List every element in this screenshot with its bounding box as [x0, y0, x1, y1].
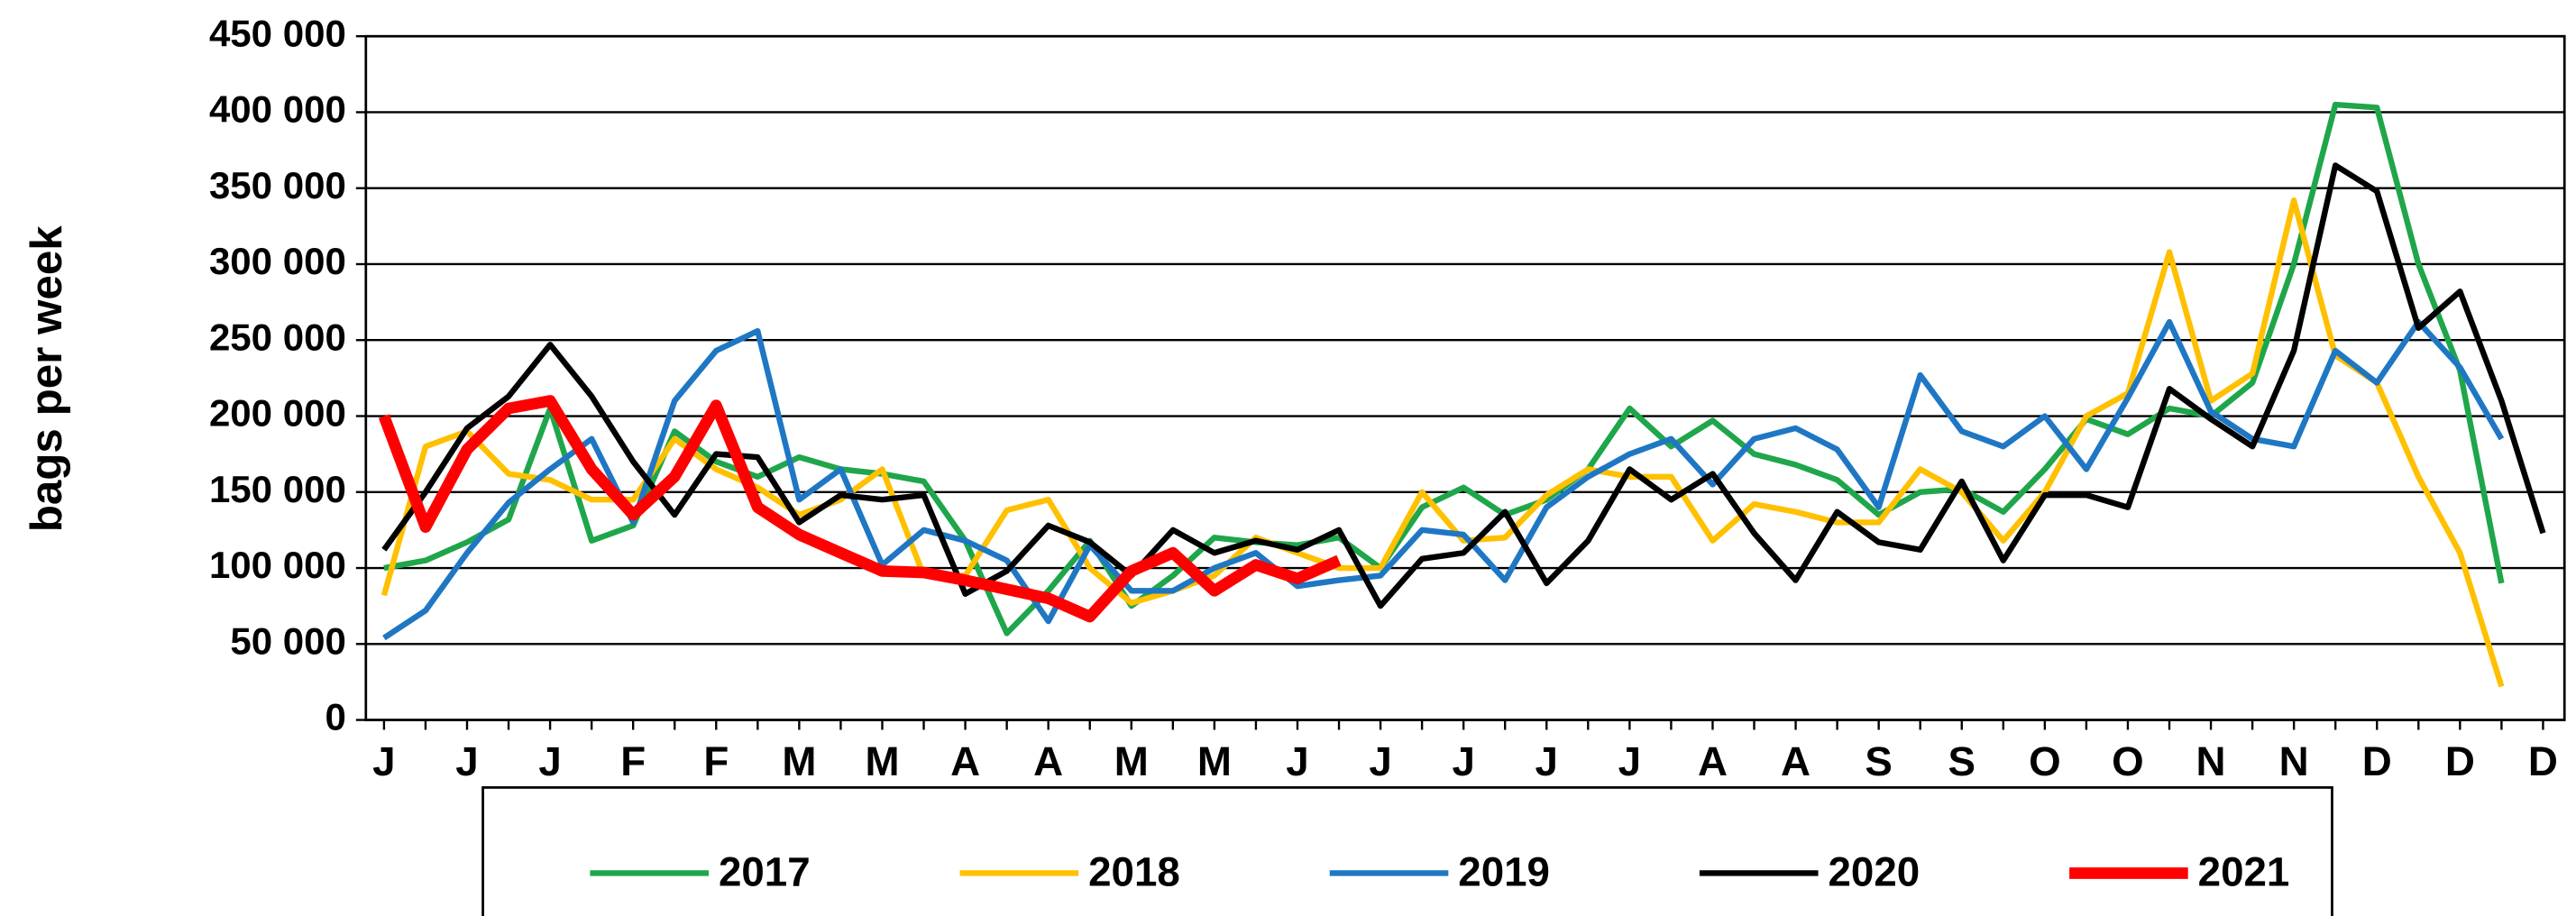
x-tick-label: S	[1865, 738, 1892, 784]
x-tick-label: N	[2279, 738, 2309, 784]
legend-label: 2021	[2198, 848, 2290, 894]
x-tick-label: J	[1286, 738, 1308, 784]
x-tick-label: N	[2196, 738, 2226, 784]
x-tick-label: A	[950, 738, 980, 784]
x-tick-label: F	[703, 738, 729, 784]
y-tick-label: 300 000	[209, 240, 346, 282]
x-tick-label: J	[372, 738, 395, 784]
x-tick-label: A	[1698, 738, 1728, 784]
y-tick-label: 50 000	[230, 619, 346, 662]
x-tick-label: A	[1033, 738, 1063, 784]
x-tick-label: M	[1197, 738, 1232, 784]
y-tick-label: 350 000	[209, 164, 346, 206]
plot-frame	[364, 34, 2566, 721]
x-tick-label: D	[2445, 738, 2475, 784]
x-tick-label: J	[1369, 738, 1391, 784]
x-tick-label: J	[1536, 738, 1558, 784]
y-tick-label: 100 000	[209, 544, 346, 586]
x-tick-label: J	[455, 738, 478, 784]
x-tick-label: M	[782, 738, 816, 784]
series-line	[380, 197, 2505, 688]
x-tick-label: J	[538, 738, 561, 784]
x-tick-label: J	[1452, 738, 1474, 784]
y-tick-label: 250 000	[209, 316, 346, 358]
x-tick-label: J	[1618, 738, 1641, 784]
legend-box	[481, 786, 2333, 916]
y-tick-label: 0	[325, 696, 345, 738]
legend-label: 2018	[1088, 848, 1180, 894]
series-line	[382, 318, 2505, 641]
x-tick-label: O	[2029, 738, 2061, 784]
x-tick-label: S	[1948, 738, 1976, 784]
y-tick-label: 450 000	[209, 12, 346, 54]
legend-label: 2017	[719, 848, 811, 894]
y-axis-label: bags per week	[22, 225, 71, 532]
y-tick-label: 150 000	[209, 468, 346, 510]
x-tick-label: M	[1114, 738, 1149, 784]
series-line	[378, 395, 1342, 623]
x-tick-label: A	[1781, 738, 1811, 784]
x-tick-label: D	[2528, 738, 2558, 784]
x-tick-label: D	[2362, 738, 2392, 784]
x-tick-label: F	[620, 738, 646, 784]
y-tick-label: 200 000	[209, 392, 346, 435]
legend-label: 2020	[1829, 848, 1921, 894]
series-line	[381, 162, 2546, 609]
legend-label: 2019	[1458, 848, 1550, 894]
x-tick-label: M	[865, 738, 899, 784]
y-tick-label: 400 000	[209, 88, 346, 131]
x-tick-label: O	[2112, 738, 2144, 784]
